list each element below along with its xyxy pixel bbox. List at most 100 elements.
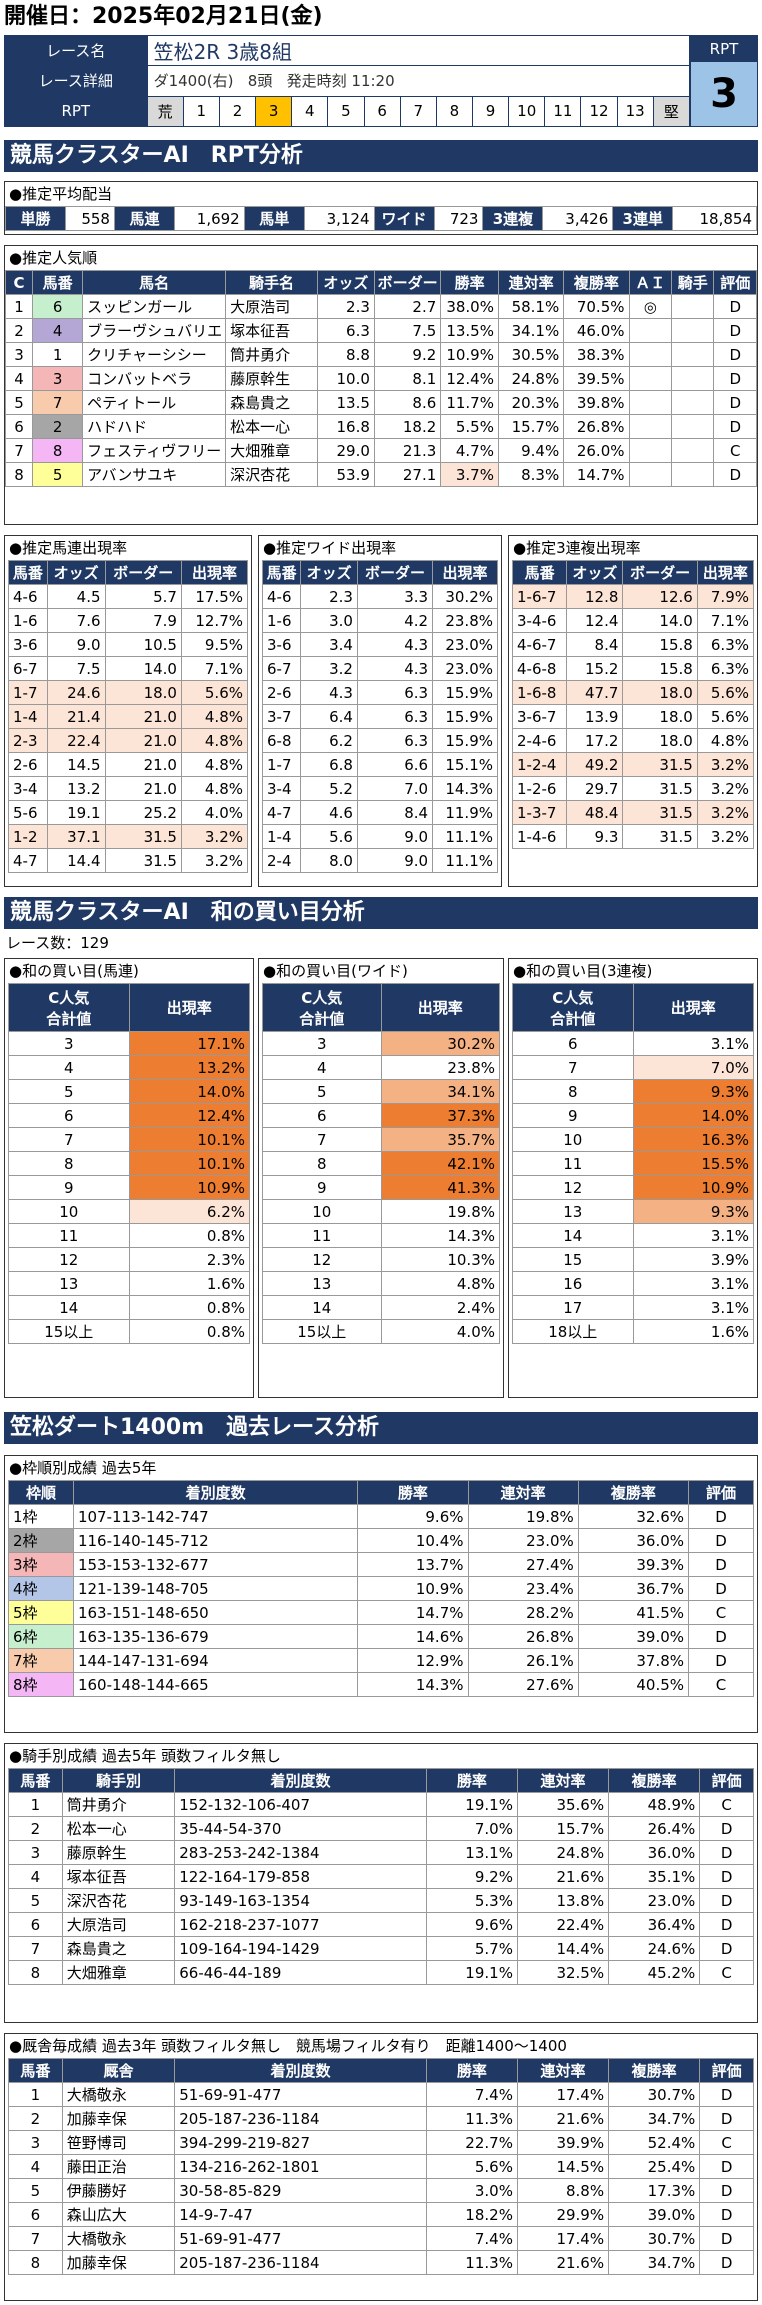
jockey-cell: 1 (8, 1792, 63, 1817)
table-row: 7枠 144-147-131-694 12.9% 26.1% 37.8% D (8, 1648, 754, 1673)
table-row: 1-7 6.8 6.6 15.1% (261, 752, 498, 777)
rpt-scale-cell: 12 (580, 95, 618, 128)
wa-header-rate: 出現率 (380, 983, 500, 1032)
jockey-cell: 大原浩司 (61, 1912, 176, 1937)
wa-sum: 15以上 (262, 1319, 382, 1344)
stable-cell: 5.6% (425, 2154, 518, 2179)
waku-cell: 39.3% (577, 1552, 690, 1577)
umaren-table: 馬番 オッズ ボーダー 出現率 4-6 4.5 5.7 17.5% 1-6 7.6 7.9 12.7%… (8, 560, 249, 873)
umaren-cell: 7.6 (46, 608, 106, 633)
jockey-cell: D (699, 1840, 754, 1865)
jockey-cell: 66-46-44-189 (174, 1960, 427, 1985)
waku-cell: 10.4% (357, 1528, 469, 1553)
table-row: 7 8 フェスティヴフリー 大畑雅章 29.0 21.3 4.7% 9.4% 26.0% C (4, 438, 757, 463)
jockey-cell: 深沢杏花 (61, 1888, 176, 1913)
table-row: 5 深沢杏花 93-149-163-1354 5.3% 13.8% 23.0% D (8, 1888, 754, 1913)
table-row: 1-2-4 49.2 31.5 3.2% (511, 752, 755, 777)
table-row: 11 15.5% (512, 1151, 754, 1176)
wide-cell: 6-8 (261, 728, 302, 753)
popularity-c: 8 (4, 462, 34, 487)
table-row: 1-4-6 9.3 31.5 3.2% (511, 824, 755, 849)
jockey-cell: 3 (8, 1840, 63, 1865)
wide-cell: 3.4 (300, 632, 358, 657)
table-row: 4枠 121-139-148-705 10.9% 23.4% 36.7% D (8, 1576, 754, 1601)
wa-header-sum: C人気 合計値 (8, 983, 130, 1032)
jockey-cell: 152-132-106-407 (174, 1792, 427, 1817)
popularity-ren: 15.7% (497, 414, 565, 439)
table-row: 1-6-8 47.7 18.0 5.6% (511, 680, 755, 705)
wa-sanren-title: ●和の買い目(3連複) (513, 962, 653, 980)
umaren-cell: 25.2 (104, 800, 182, 825)
table-row: 5 7 ペティトール 森島貴之 13.5 8.6 11.7% 20.3% 39.8% D (4, 390, 757, 415)
table-row: 6 37.3% (262, 1103, 500, 1128)
wide-cell: 1-7 (261, 752, 302, 777)
jockey-cell: 塚本征吾 (61, 1864, 176, 1889)
table-row: 8 10.1% (8, 1151, 250, 1176)
popularity-ai (628, 390, 672, 415)
sanren-cell: 6.3% (696, 656, 755, 681)
popularity-ai (628, 318, 672, 343)
wa-rate: 42.1% (380, 1151, 500, 1176)
popularity-c: 3 (4, 342, 34, 367)
jockey-cell: 13.1% (425, 1840, 518, 1865)
popularity-ev: D (713, 390, 757, 415)
sanren-cell: 8.4 (566, 632, 624, 657)
wa-rate: 1.6% (632, 1319, 754, 1344)
popularity-header: 騎手名 (225, 270, 318, 295)
wide-cell: 11.1% (432, 848, 498, 873)
popularity-no: 1 (32, 342, 84, 367)
table-row: 3 1 クリチャーシシー 筒井勇介 8.8 9.2 10.9% 30.5% 38.3% D (4, 342, 757, 367)
sanren-cell: 9.3 (566, 824, 624, 849)
stable-cell: 11.3% (425, 2250, 518, 2275)
popularity-fuku: 46.0% (563, 318, 630, 343)
stable-cell: 14-9-7-47 (174, 2202, 427, 2227)
popularity-no: 4 (32, 318, 84, 343)
sanren-cell: 13.9 (566, 704, 624, 729)
sanren-cell: 3.2% (696, 800, 755, 825)
wide-cell: 6.6 (356, 752, 434, 777)
table-row: 4-6 2.3 3.3 30.2% (261, 584, 498, 609)
wide-cell: 6.2 (300, 728, 358, 753)
popularity-ev: C (713, 438, 757, 463)
rpt-scale-cell: 6 (363, 95, 401, 128)
waku-cell: 116-140-145-712 (72, 1528, 359, 1553)
waku-header: 枠順 (8, 1480, 74, 1505)
table-row: 14 0.8% (8, 1295, 250, 1320)
umaren-cell: 21.0 (104, 752, 182, 777)
umaren-cell: 10.5 (104, 632, 182, 657)
waku-header: 着別度数 (72, 1480, 359, 1505)
table-row: 8枠 160-148-144-665 14.3% 27.6% 40.5% C (8, 1672, 754, 1697)
umaren-cell: 4.8% (180, 752, 249, 777)
jockey-cell: 7 (8, 1936, 63, 1961)
wide-cell: 3-4 (261, 776, 302, 801)
waku-cell: 5枠 (8, 1600, 74, 1625)
wide-table: 馬番 オッズ ボーダー 出現率 4-6 2.3 3.3 30.2% 1-6 3.0 4.2 23.8%… (261, 560, 498, 873)
sanren-cell: 7.1% (696, 608, 755, 633)
table-row: 10 19.8% (262, 1199, 500, 1224)
table-row: 6 大原浩司 162-218-237-1077 9.6% 22.4% 36.4% D (8, 1912, 754, 1937)
stable-cell: 7.4% (425, 2082, 518, 2107)
table-row: 2-6 14.5 21.0 4.8% (8, 752, 249, 777)
table-row: 1-2-6 29.7 31.5 3.2% (511, 776, 755, 801)
umaren-cell: 5-6 (8, 800, 48, 825)
wa-sum: 7 (8, 1127, 130, 1152)
waku-cell: 153-153-132-677 (72, 1552, 359, 1577)
umaren-cell: 4.0% (180, 800, 249, 825)
umaren-cell: 1-4 (8, 704, 48, 729)
popularity-win: 38.0% (440, 294, 499, 319)
popularity-border: 9.2 (373, 342, 442, 367)
table-row: 3-6 3.4 4.3 23.0% (261, 632, 498, 657)
wa-sum: 13 (512, 1199, 634, 1224)
table-row: 1-4 5.6 9.0 11.1% (261, 824, 498, 849)
sanren-table: 馬番 オッズ ボーダー 出現率 1-6-7 12.8 12.6 7.9% 3-4-6 12.4 14… (511, 560, 755, 849)
popularity-win: 3.7% (440, 462, 499, 487)
wa-sum: 11 (8, 1223, 130, 1248)
wa-rate: 1.6% (128, 1271, 250, 1296)
table-row: 5 34.1% (262, 1079, 500, 1104)
umaren-cell: 12.7% (180, 608, 249, 633)
waku-cell: 121-139-148-705 (72, 1576, 359, 1601)
jockey-cell: 大畑雅章 (61, 1960, 176, 1985)
rpt-label: RPT (4, 95, 148, 128)
wa-sum: 5 (262, 1079, 382, 1104)
waku-cell: 160-148-144-665 (72, 1672, 359, 1697)
